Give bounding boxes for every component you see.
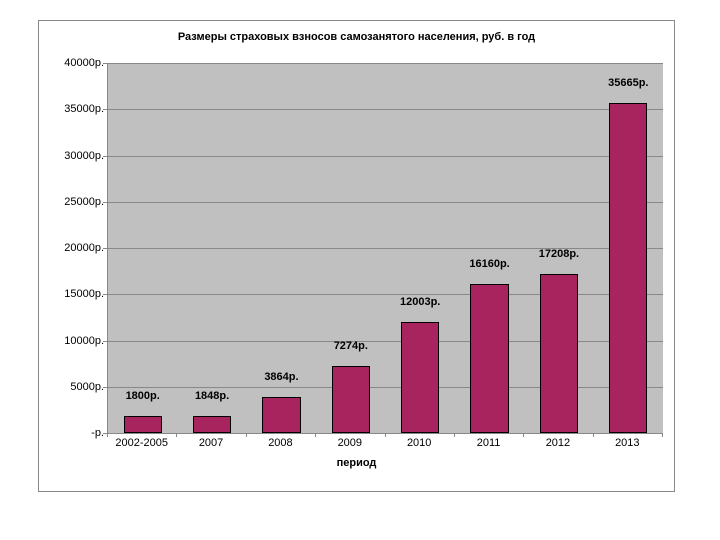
- bar-value-label: 7274р.: [322, 340, 380, 352]
- x-tick-mark: [662, 433, 663, 437]
- y-tick-label: 25000р.: [44, 196, 104, 208]
- grid-line: [108, 109, 663, 110]
- y-tick-label: 10000р.: [44, 335, 104, 347]
- y-tick-label: 20000р.: [44, 242, 104, 254]
- y-tick-label: -р.: [44, 427, 104, 439]
- chart-frame: Размеры страховых взносов самозанятого н…: [38, 20, 675, 492]
- bar-value-label: 17208р.: [530, 248, 588, 260]
- bar-value-label: 12003р.: [391, 296, 449, 308]
- x-tick-label: 2008: [246, 437, 315, 449]
- y-tick-label: 5000р.: [44, 381, 104, 393]
- bar: [332, 366, 370, 433]
- bar: [609, 103, 647, 433]
- x-tick-label: 2007: [176, 437, 245, 449]
- x-tick-label: 2013: [593, 437, 662, 449]
- x-tick-label: 2012: [523, 437, 592, 449]
- bar-value-label: 35665р.: [599, 77, 657, 89]
- grid-line: [108, 202, 663, 203]
- x-tick-label: 2009: [315, 437, 384, 449]
- grid-line: [108, 63, 663, 64]
- y-tick-label: 35000р.: [44, 103, 104, 115]
- y-tick-label: 15000р.: [44, 288, 104, 300]
- bar-value-label: 1848р.: [183, 390, 241, 402]
- x-tick-label: 2002-2005: [107, 437, 176, 449]
- x-axis-title: период: [39, 457, 674, 469]
- bar: [470, 284, 508, 433]
- y-tick-label: 30000р.: [44, 150, 104, 162]
- bar: [540, 274, 578, 433]
- grid-line: [108, 294, 663, 295]
- grid-line: [108, 156, 663, 157]
- y-tick-label: 40000р.: [44, 57, 104, 69]
- grid-line: [108, 387, 663, 388]
- plot-area: 1800р. 1848р. 3864р. 7274р. 12003р. 16160р. 17…: [107, 63, 663, 434]
- grid-line: [108, 341, 663, 342]
- bar: [262, 397, 300, 433]
- x-tick-label: 2010: [385, 437, 454, 449]
- x-tick-label: 2011: [454, 437, 523, 449]
- bar-value-label: 16160р.: [460, 258, 518, 270]
- bar-value-label: 1800р.: [114, 390, 172, 402]
- bar: [193, 416, 231, 433]
- bar-value-label: 3864р.: [252, 371, 310, 383]
- bar: [401, 322, 439, 433]
- bar: [124, 416, 162, 433]
- chart-title: Размеры страховых взносов самозанятого н…: [39, 31, 674, 43]
